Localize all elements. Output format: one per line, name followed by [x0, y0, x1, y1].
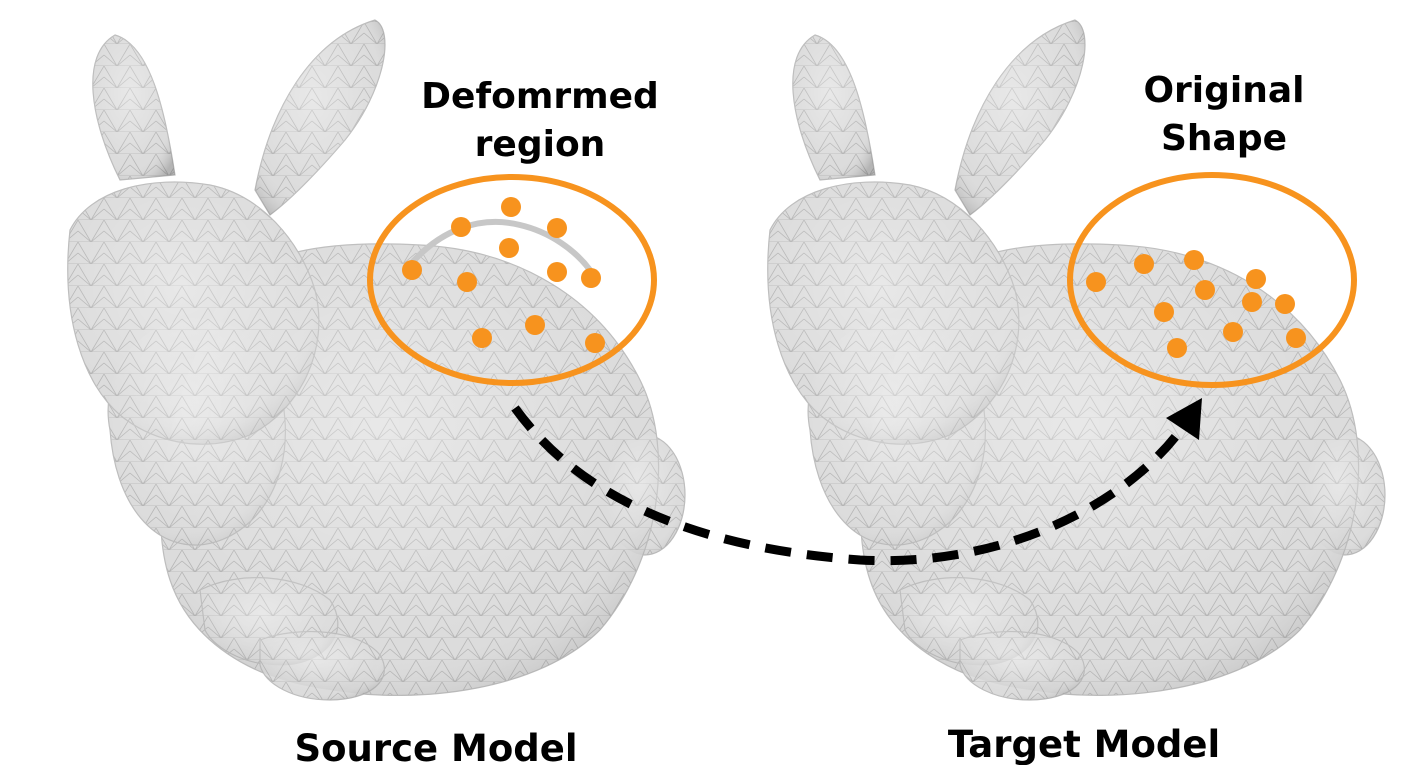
original-shape-ellipse: [1067, 172, 1357, 388]
source-model-label: Source Model: [294, 727, 577, 765]
source-point: [547, 262, 567, 282]
source-point: [472, 328, 492, 348]
source-point: [501, 197, 521, 217]
original-shape-label-line2: Shape: [1161, 118, 1287, 159]
source-point: [547, 218, 567, 238]
source-control-points: [402, 197, 605, 353]
deformed-region-label-line1: Defomrmed: [421, 76, 659, 117]
target-point: [1167, 338, 1187, 358]
deformed-region-ellipse: [367, 174, 657, 386]
source-point: [499, 238, 519, 258]
source-point: [585, 333, 605, 353]
target-bunny-icon: [767, 19, 1386, 701]
target-point: [1223, 322, 1243, 342]
target-point: [1286, 328, 1306, 348]
source-point: [451, 217, 471, 237]
target-point: [1134, 254, 1154, 274]
target-point: [1154, 302, 1174, 322]
target-point: [1195, 280, 1215, 300]
target-point: [1246, 269, 1266, 289]
source-point: [581, 268, 601, 288]
deformed-region-label-line2: region: [475, 124, 606, 165]
target-point: [1275, 294, 1295, 314]
source-point: [402, 260, 422, 280]
target-point: [1086, 272, 1106, 292]
target-model-label: Target Model: [948, 723, 1220, 765]
source-point: [525, 315, 545, 335]
target-control-points: [1086, 250, 1306, 358]
source-bunny-icon: [67, 19, 686, 701]
original-shape-label-line1: Original: [1143, 70, 1304, 111]
target-point: [1184, 250, 1204, 270]
transfer-arrow-icon: [511, 398, 1202, 566]
source-point: [457, 272, 477, 292]
target-point: [1242, 292, 1262, 312]
